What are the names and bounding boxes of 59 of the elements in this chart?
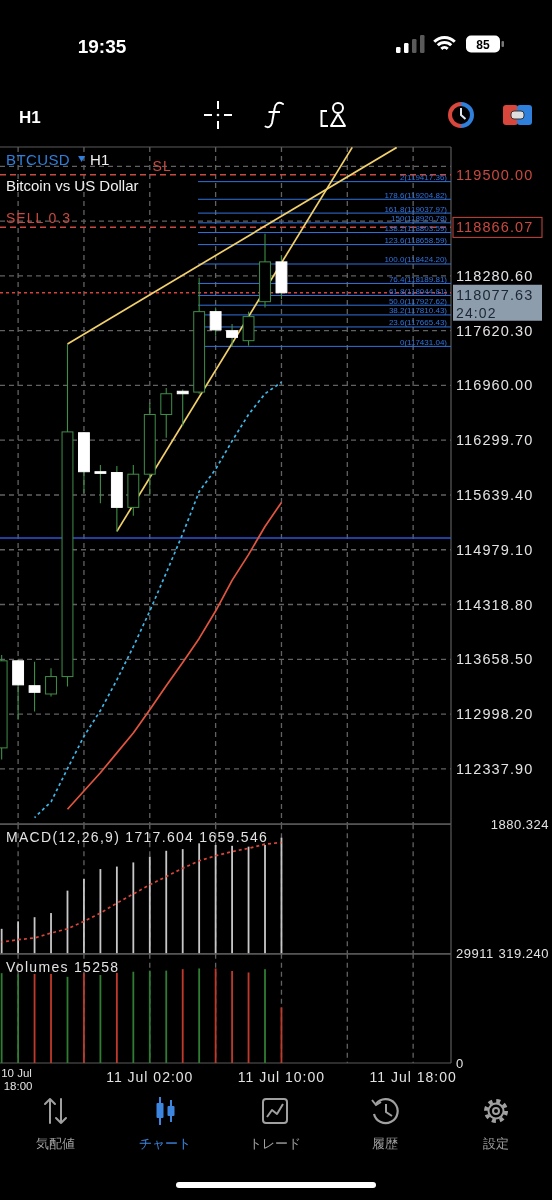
candlestick [160, 387, 173, 439]
text: 気配値 [35, 1137, 75, 1151]
text: H1 [19, 108, 41, 127]
text: 118077.63 [456, 286, 534, 303]
ref-line-label: SELL 0.3 [6, 210, 72, 227]
line-series [33, 381, 283, 819]
text: 19:35 [77, 35, 127, 57]
candlestick [94, 464, 107, 504]
chart-title: Volumes 15258 [6, 958, 120, 975]
ref-line-label: 23.6(117665.43) [388, 318, 448, 328]
ref-line-label: 178.6(119204.82) [384, 190, 448, 200]
y-tick-label: 116299.70 [456, 432, 534, 449]
candlestick [28, 661, 41, 712]
ref-line-label: 38.2(117810.43) [388, 306, 448, 316]
line-series [66, 501, 283, 811]
text: チャート [139, 1137, 191, 1151]
ref-line-label: 50.0(117927.62) [388, 296, 448, 306]
ref-line-label: 2(119417.36) [400, 173, 448, 183]
ref-line-label: 150(118920.78) [391, 214, 448, 224]
x-tick-label: 11 Jul 02:00 [106, 1069, 194, 1085]
text: 履歴 [372, 1137, 398, 1151]
text: トレード [249, 1137, 301, 1151]
ref-line-label: SL [152, 157, 172, 174]
y-tick-label: 114979.10 [456, 541, 534, 558]
y-tick-label: 112337.90 [456, 760, 534, 777]
text: 119500.00 [456, 166, 534, 183]
candlestick [45, 667, 57, 698]
ref-line-label: 0(117431.04) [400, 337, 448, 347]
y-tick-label: 114318.80 [456, 596, 534, 613]
x-tick-label: 10 Jul 18:00 [1, 1067, 36, 1092]
candlestick [176, 389, 189, 427]
ref-line-label: 123.6(118658.59) [384, 235, 448, 245]
x-tick-label: 11 Jul 10:00 [237, 1069, 326, 1085]
y-tick-label: 1880.324 [490, 816, 549, 832]
chart-title: BTCUSD [6, 151, 71, 168]
chart-title: MACD(12,26,9) 1717.604 1659.546 [6, 829, 269, 846]
x-tick-label: 11 Jul 18:00 [369, 1069, 457, 1085]
text: 24:02 [456, 304, 497, 321]
ref-line-label: 138.2(118803.59) [384, 223, 448, 233]
ref-line-label: 161.8(119037.97) [384, 204, 448, 214]
candlestick [226, 323, 239, 348]
y-tick-label: 0 [456, 1055, 464, 1071]
text: 85 [476, 37, 490, 52]
y-tick-label: 118280.60 [456, 267, 534, 284]
y-tick-label: 115639.40 [456, 486, 534, 503]
ref-line-label: 76.4(118189.81) [388, 274, 448, 284]
ref-line-label: 61.8(118044.81) [388, 286, 448, 296]
ref-line-label: 100.0(118424.20) [384, 255, 448, 265]
y-tick-label: 117620.30 [456, 322, 534, 339]
y-tick-label: 319.240 [498, 946, 549, 962]
y-tick-label: 116960.00 [456, 377, 534, 394]
text: 118866.07 [456, 219, 534, 236]
annotation: H1 [90, 151, 110, 168]
y-tick-label: 113658.50 [456, 651, 534, 668]
text: 設定 [483, 1137, 509, 1151]
candlestick [209, 306, 222, 337]
y-tick-label: 29911 [456, 946, 494, 962]
text: Bitcoin vs US Dollar [6, 177, 139, 194]
y-tick-label: 112998.20 [456, 706, 534, 723]
